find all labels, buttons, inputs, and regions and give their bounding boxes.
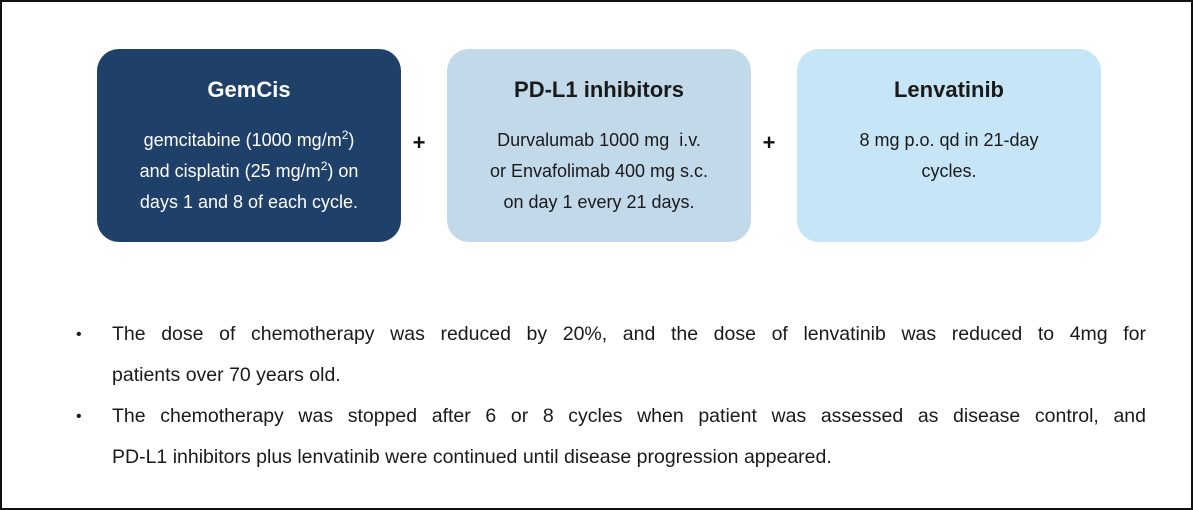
gemcis-line-3-text: days 1 and 8 of each cycle. xyxy=(139,192,359,212)
lenvatinib-line-2: cycles. xyxy=(921,161,977,181)
pdl1-description: Durvalumab 1000 mg i.v. or Envafolimab 4… xyxy=(461,125,737,218)
lenvatinib-title: Lenvatinib xyxy=(893,77,1004,102)
gemcis-line-2: and cisplatin (25 mg/m2) on xyxy=(111,156,387,187)
gemcis-box: GemCis gemcitabine (1000 mg/m2) and cisp… xyxy=(97,49,401,242)
pdl1-line-3: on day 1 every 21 days. xyxy=(503,192,695,212)
pdl1-title: PD-L1 inhibitors xyxy=(514,77,684,102)
gemcis-line-1-sup: 2 xyxy=(341,128,349,142)
lenvatinib-box: Lenvatinib 8 mg p.o. qd in 21-day cycles… xyxy=(797,49,1101,242)
note-item-continuation: • The chemotherapy was stopped after 6 o… xyxy=(76,396,1146,478)
gemcis-line-3: days 1 and 8 of each cycle. xyxy=(111,187,387,218)
gemcis-line-1-text: gemcitabine (1000 mg/m xyxy=(143,130,342,150)
gemcis-line-1: gemcitabine (1000 mg/m2) xyxy=(111,125,387,156)
gemcis-line-2-post: ) on xyxy=(327,161,359,181)
gemcis-description: gemcitabine (1000 mg/m2) and cisplatin (… xyxy=(111,125,387,218)
gemcis-line-1-post: ) xyxy=(348,130,355,150)
bullet-marker: • xyxy=(76,326,82,343)
pdl1-line-1: Durvalumab 1000 mg i.v. xyxy=(497,130,701,150)
lenvatinib-line-1: 8 mg p.o. qd in 21-day xyxy=(859,130,1039,150)
notes-list: • The dose of chemotherapy was reduced b… xyxy=(76,314,1146,478)
gemcis-line-2-text: and cisplatin (25 mg/m xyxy=(139,161,321,181)
note-1-line-1: The dose of chemotherapy was reduced by … xyxy=(112,323,1146,345)
plus-connector-2: + xyxy=(762,130,776,155)
note-2-line-1: The chemotherapy was stopped after 6 or … xyxy=(112,405,1146,427)
pdl1-line-2: or Envafolimab 400 mg s.c. xyxy=(489,161,709,181)
plus-connector-1: + xyxy=(412,130,426,155)
gemcis-line-2-sup: 2 xyxy=(320,159,328,173)
note-2-line-2: PD-L1 inhibitors plus lenvatinib were co… xyxy=(112,446,832,468)
note-1-line-2: patients over 70 years old. xyxy=(112,364,341,386)
note-item-dose-reduction: • The dose of chemotherapy was reduced b… xyxy=(76,314,1146,396)
lenvatinib-description: 8 mg p.o. qd in 21-day cycles. xyxy=(811,125,1087,187)
pdl1-box: PD-L1 inhibitors Durvalumab 1000 mg i.v.… xyxy=(447,49,751,242)
gemcis-title: GemCis xyxy=(207,77,291,102)
bullet-marker: • xyxy=(76,408,82,425)
note-text-dose-reduction: The dose of chemotherapy was reduced by … xyxy=(112,314,1146,396)
note-text-continuation: The chemotherapy was stopped after 6 or … xyxy=(112,396,1146,478)
